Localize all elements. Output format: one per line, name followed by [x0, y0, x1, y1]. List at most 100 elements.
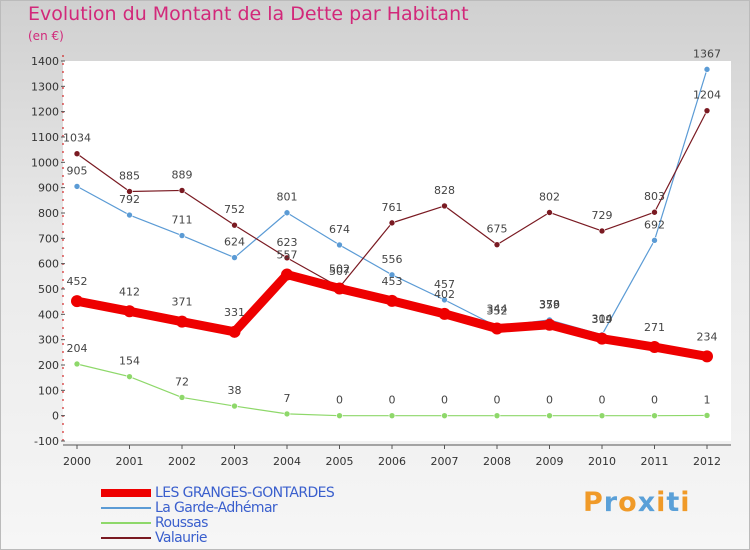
- plot-area: [63, 61, 731, 441]
- data-label: 889: [172, 168, 193, 181]
- legend: LES GRANGES-GONTARDES La Garde-Adhémar R…: [101, 485, 335, 546]
- logo-letter: i: [656, 487, 667, 518]
- data-label: 331: [224, 306, 245, 319]
- data-label: 0: [651, 394, 658, 407]
- data-point: [493, 241, 501, 248]
- data-label: 502: [329, 262, 350, 275]
- data-label: 1367: [693, 47, 721, 60]
- data-label: 802: [539, 190, 560, 203]
- data-point: [126, 211, 133, 219]
- data-label: 412: [119, 285, 140, 298]
- data-point: [546, 209, 553, 216]
- data-label: 828: [434, 184, 455, 197]
- legend-swatch-la-garde-adhemar: [101, 506, 151, 509]
- data-label: 803: [644, 190, 665, 203]
- data-label: 692: [644, 218, 665, 231]
- data-label: 453: [382, 275, 403, 288]
- data-point: [333, 282, 346, 295]
- x-tick-label: 2007: [431, 455, 459, 468]
- data-label: 507: [329, 265, 350, 278]
- x-tick-label: 2011: [641, 455, 669, 468]
- data-label: 674: [329, 223, 350, 236]
- data-point: [703, 107, 711, 114]
- data-label: 319: [592, 313, 613, 326]
- legend-swatch-valaurie: [101, 536, 151, 539]
- y-tick-label: 0: [52, 410, 59, 423]
- data-point: [388, 412, 396, 419]
- data-label: 452: [67, 275, 88, 288]
- data-label: 623: [277, 236, 298, 249]
- data-point: [703, 66, 711, 73]
- x-tick-label: 2008: [483, 455, 511, 468]
- x-tick-label: 2010: [588, 455, 616, 468]
- legend-label: Roussas: [155, 514, 208, 531]
- data-label: 885: [119, 169, 140, 182]
- data-point: [231, 221, 238, 229]
- data-point: [336, 241, 343, 249]
- data-point: [651, 208, 658, 216]
- data-point: [281, 268, 293, 281]
- y-tick-label: 400: [38, 308, 59, 321]
- data-point: [388, 271, 396, 279]
- y-tick-label: 900: [38, 182, 59, 195]
- legend-item-valaurie: Valaurie: [101, 529, 334, 546]
- data-point: [126, 188, 133, 195]
- data-point: [546, 412, 553, 419]
- data-label: 905: [67, 164, 88, 177]
- data-point: [493, 412, 501, 419]
- data-label: 1: [704, 393, 711, 406]
- legend-item-les-granges-gontardes: LES GRANGES-GONTARDES: [101, 485, 335, 501]
- data-point: [123, 305, 136, 318]
- data-label: 0: [441, 394, 448, 407]
- data-label: 402: [434, 288, 455, 301]
- data-label: 38: [228, 384, 242, 397]
- data-label: 72: [175, 375, 189, 388]
- data-label: 7: [284, 392, 291, 405]
- data-point: [228, 325, 241, 338]
- data-point: [71, 295, 83, 308]
- logo-letter: i: [680, 487, 691, 518]
- y-tick-label: 200: [38, 359, 59, 372]
- data-label: 801: [277, 191, 298, 204]
- data-point: [178, 394, 186, 401]
- data-point: [441, 202, 448, 210]
- x-tick-label: 2002: [168, 455, 196, 468]
- data-point: [651, 237, 658, 244]
- data-point: [231, 402, 238, 410]
- data-label: 304: [592, 313, 613, 326]
- data-point: [703, 412, 711, 419]
- data-point: [73, 360, 81, 368]
- data-point: [491, 322, 503, 335]
- legend-item-roussas: Roussas: [101, 514, 334, 531]
- data-point: [648, 341, 661, 354]
- legend-label: Valaurie: [155, 529, 207, 546]
- y-tick-label: 700: [38, 232, 59, 245]
- logo-letter: P: [583, 487, 604, 518]
- data-label: 675: [487, 223, 508, 236]
- data-point: [388, 219, 396, 227]
- data-point: [651, 412, 658, 419]
- data-label: 0: [546, 394, 553, 407]
- legend-label: La Garde-Adhémar: [155, 499, 278, 516]
- x-tick-label: 2004: [273, 455, 301, 468]
- data-label: 234: [697, 330, 718, 343]
- data-label: 271: [644, 321, 665, 334]
- data-point: [126, 373, 133, 380]
- data-point: [73, 150, 81, 158]
- legend-swatch-les-granges-gontardes: [101, 488, 151, 497]
- x-tick-label: 2005: [326, 455, 354, 468]
- data-label: 0: [336, 394, 343, 407]
- data-point: [441, 296, 448, 304]
- legend-swatch-roussas: [101, 521, 151, 524]
- data-point: [701, 350, 713, 363]
- data-label: 1204: [693, 89, 721, 102]
- data-point: [543, 318, 556, 331]
- x-tick-label: 2012: [693, 455, 721, 468]
- data-point: [336, 412, 343, 419]
- y-tick-label: -100: [34, 435, 59, 448]
- legend-item-la-garde-adhemar: La Garde-Adhémar: [101, 499, 334, 516]
- x-tick-label: 2000: [63, 455, 91, 468]
- logo-letter: t: [666, 487, 681, 518]
- data-point: [386, 294, 398, 307]
